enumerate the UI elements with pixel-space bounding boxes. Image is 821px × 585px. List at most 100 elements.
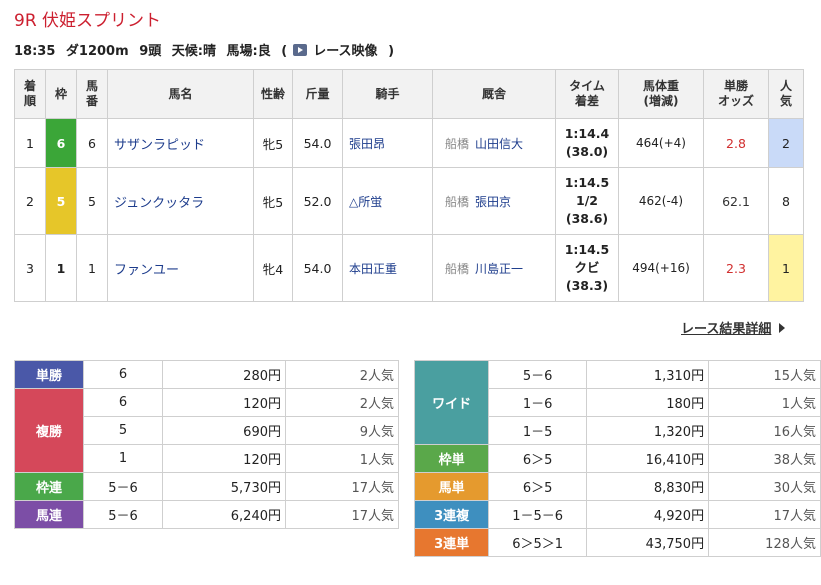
win-odds: 2.3 [703,234,769,302]
body-weight: 462(-4) [618,167,704,235]
payout-combo: 1 [83,444,163,473]
payout-combo: 1－6 [488,388,588,417]
payout-row: 1－6 180円 1人気 [415,388,821,417]
payout-pop: 2人気 [285,360,399,389]
race-video-link[interactable]: レース映像 [293,44,383,59]
payout-row: 馬単 6＞5 8,830円 30人気 [413,472,821,501]
payout-amount: 8,830円 [586,472,710,501]
payout-pop: 1人気 [285,444,399,473]
payout-amount: 5,730円 [162,472,286,501]
race-going: 馬場:良 [226,44,271,59]
chevron-right-icon [779,323,786,333]
race-course: ダ1200m [65,44,129,59]
sex-age: 牝4 [253,234,293,302]
waku-badge: 1 [45,234,77,302]
race-weather: 天候:晴 [171,44,216,59]
payout-pop: 2人気 [285,388,399,417]
rank: 1 [14,118,46,168]
header-jockey: 騎手 [342,69,433,119]
results-header-row: 着順 枠 馬番 馬名 性齢 斤量 騎手 厩舎 タイム 着差 馬体重 (増減) 単勝オ… [14,69,804,119]
payout-amount: 43,750円 [586,528,710,557]
payout-pop: 17人気 [285,500,399,529]
horse-name-link[interactable]: サザンラピッド [107,118,254,168]
header-weight: 馬体重 (増減) [618,69,704,119]
payout-row: 1－5 1,320円 16人気 [415,416,821,445]
payout-pop: 17人気 [708,500,821,529]
trainer-cell: 船橋 川島正一 [432,234,556,302]
payout-pop: 15人気 [708,360,821,389]
race-video-label: レース映像 [313,44,378,59]
popularity: 2 [768,118,804,168]
payout-amount: 1,310円 [586,360,710,389]
payout-row: 3連複 1－5－6 4,920円 17人気 [413,500,821,529]
payout-amount: 180円 [586,388,710,417]
payout-row: ワイド 5－6 1,310円 15人気 [413,360,821,445]
payout-label-fukusho: 複勝 [14,388,84,473]
waku-badge: 5 [45,167,77,235]
jockey-link[interactable]: 本田正重 [342,234,433,302]
trainer-area: 船橋 [445,136,470,151]
race-title: 9R 伏姫スプリント [14,11,162,31]
payout-label-umaren: 馬連 [14,500,84,529]
header-time: タイム 着差 [555,69,619,119]
time-cell: 1:14.4 (38.0) [555,118,619,168]
payout-pop: 17人気 [285,472,399,501]
race-detail-link[interactable]: レース結果詳細 [681,318,786,337]
horse-name-link[interactable]: ファンユー [107,234,254,302]
payout-combo: 5－6 [83,500,163,529]
umaban: 6 [76,118,108,168]
payout-combo: 6＞5 [488,444,588,473]
rank: 3 [14,234,46,302]
header-waku: 枠 [45,69,77,119]
payout-table-right: ワイド 5－6 1,310円 15人気 1－6 180円 1人気 1－5 1,3… [413,360,821,557]
payout-amount: 4,920円 [586,500,710,529]
horse-name-link[interactable]: ジュンクッタラ [107,167,254,235]
header-horse: 馬名 [107,69,254,119]
trainer-link[interactable]: 張田京 [475,194,512,209]
payout-combo: 5－6 [83,472,163,501]
payout-amount: 1,320円 [586,416,710,445]
sex-age: 牝5 [253,118,293,168]
popularity: 8 [768,167,804,235]
jockey-link[interactable]: △所蛍 [342,167,433,235]
payout-label-wakutan: 枠単 [413,444,490,473]
time-cell: 1:14.5 クビ (38.3) [555,234,619,302]
payout-label-tansho: 単勝 [14,360,84,389]
payout-label-wakuren: 枠連 [14,472,84,501]
win-odds: 2.8 [703,118,769,168]
video-paren-open: ( [281,44,288,59]
payout-amount: 120円 [162,444,286,473]
sex-age: 牝5 [253,167,293,235]
payout-pop: 1人気 [708,388,821,417]
payout-pop: 30人気 [708,472,821,501]
payout-row: 馬連 5－6 6,240円 17人気 [14,500,399,529]
payout-amount: 690円 [162,416,286,445]
payout-pop: 9人気 [285,416,399,445]
payout-amount: 120円 [162,388,286,417]
payout-combo: 1－5 [488,416,588,445]
trainer-cell: 船橋 張田京 [432,167,556,235]
umaban: 5 [76,167,108,235]
payout-label-sanfuku: 3連複 [413,500,490,529]
header-rank: 着順 [14,69,46,119]
body-weight: 464(+4) [618,118,704,168]
result-row: 3 1 1 ファンユー 牝4 54.0 本田正重 船橋 川島正一 1:14.5 クビ… [14,234,804,302]
race-info: 18:35 ダ1200m 9頭 天候:晴 馬場:良 (レース映像 ) [14,40,400,59]
race-runners: 9頭 [139,44,162,59]
payout-pop: 16人気 [708,416,821,445]
body-weight: 494(+16) [618,234,704,302]
payout-row: 枠単 6＞5 16,410円 38人気 [413,444,821,473]
umaban: 1 [76,234,108,302]
result-row: 2 5 5 ジュンクッタラ 牝5 52.0 △所蛍 船橋 張田京 1:14.5 1/… [14,167,804,235]
popularity: 1 [768,234,804,302]
trainer-link[interactable]: 川島正一 [475,261,524,276]
payout-combo: 1－5－6 [488,500,588,529]
jockey-link[interactable]: 張田昂 [342,118,433,168]
trainer-cell: 船橋 山田信大 [432,118,556,168]
kinryo: 54.0 [292,234,343,302]
payout-pop: 128人気 [708,528,821,557]
film-icon [293,44,308,56]
header-umaban: 馬番 [76,69,108,119]
header-odds: 単勝 オッズ [703,69,769,119]
trainer-link[interactable]: 山田信大 [475,136,524,151]
